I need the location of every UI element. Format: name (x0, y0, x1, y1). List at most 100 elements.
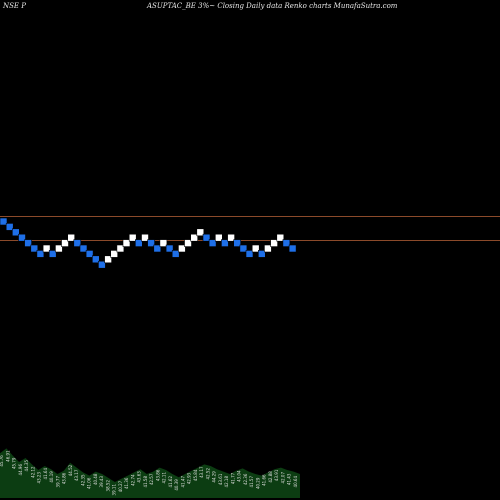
renko-brick-up (104, 255, 112, 264)
volume-value-label: 40.29 (256, 477, 261, 489)
renko-brick-up (159, 239, 168, 247)
renko-brick-down (153, 244, 162, 253)
renko-brick-up (264, 244, 272, 253)
volume-value-label: 41.62 (168, 476, 173, 488)
renko-brick-down (73, 239, 82, 247)
renko-brick-up (215, 233, 223, 242)
volume-value-label: 44.29 (212, 471, 217, 483)
renko-brick-up (196, 228, 205, 237)
volume-value-label: 41.64 (43, 468, 48, 480)
renko-brick-up (67, 233, 75, 242)
volume-value-label: 43.17 (74, 469, 79, 481)
renko-brick-up (184, 239, 192, 247)
renko-brick-down (48, 250, 57, 258)
volume-value-label: 40.64 (293, 476, 298, 488)
volume-value-label: 42.11 (162, 472, 167, 484)
volume-value-label: 40.27 (118, 480, 123, 492)
renko-brick-down (202, 233, 211, 242)
renko-brick-up (276, 233, 285, 242)
volume-value-label: 41.06 (87, 477, 92, 489)
renko-brick-up (251, 244, 260, 253)
renko-brick-down (12, 228, 20, 237)
renko-brick-down (92, 255, 100, 264)
exchange-label: NSE P (3, 2, 26, 10)
volume-value-label: 40.48 (93, 473, 98, 485)
renko-brick-down (245, 250, 254, 258)
volume-value-label: 46.91 (5, 450, 10, 462)
volume-value-label: 43.63 (137, 471, 142, 483)
volume-value-label: 43.86 (155, 469, 160, 481)
renko-brick-down (165, 244, 174, 253)
volume-value-label: 41.57 (249, 476, 254, 488)
volume-value-label: 41.58 (143, 476, 148, 488)
volume-value-label: 41.77 (230, 472, 235, 484)
volume-value-label: 42.57 (149, 473, 154, 485)
renko-brick-up (55, 244, 63, 253)
volume-value-label: 42.12 (30, 466, 35, 478)
renko-brick-down (135, 239, 143, 247)
volume-value-label: 41.47 (180, 476, 185, 488)
volume-value-label: 43.23 (37, 472, 42, 484)
volume-value-label: 44.35 (24, 460, 29, 472)
renko-brick-down (147, 239, 155, 247)
renko-brick-down (233, 239, 241, 247)
renko-brick-up (116, 244, 125, 253)
renko-brick-up (128, 233, 137, 242)
volume-value-label: 43.04 (237, 470, 242, 482)
renko-brick-down (79, 244, 88, 253)
volume-value-label: 42.36 (243, 473, 248, 485)
volume-value-label: 42.88 (268, 471, 273, 483)
renko-brick-up (227, 233, 235, 242)
volume-value-label: 43.61 (218, 473, 223, 485)
volume-value-label: 39.77 (55, 476, 60, 488)
volume-value-label: 40.19 (49, 471, 54, 483)
volume-value-label: 42.07 (281, 472, 286, 484)
renko-brick-up (190, 233, 198, 242)
volume-value-label: 43.17 (199, 466, 204, 478)
renko-brick-down (239, 244, 248, 253)
renko-brick-up (141, 233, 149, 242)
renko-brick-down (257, 250, 266, 258)
volume-value-label: 41.36 (124, 477, 129, 489)
renko-brick-up (122, 239, 131, 247)
renko-brick-down (98, 260, 106, 269)
volume-value-label: 41.66 (262, 474, 267, 486)
renko-brick-down (0, 217, 8, 226)
volume-value-label: 42.52 (205, 468, 210, 480)
volume-value-label: 45.76 (0, 455, 4, 467)
volume-value-label: 42.35 (80, 474, 85, 486)
renko-brick-down (18, 233, 26, 242)
renko-brick-down (288, 244, 297, 253)
volume-value-label: 45.79 (12, 457, 17, 469)
volume-value-label: 41.43 (287, 473, 292, 485)
volume-value-label: 40.39 (174, 479, 179, 491)
renko-brick-down (221, 239, 229, 247)
renko-brick-down (24, 239, 32, 247)
renko-brick-down (171, 250, 180, 258)
renko-brick-up (270, 239, 278, 247)
renko-brick-down (36, 250, 45, 258)
renko-brick-up (178, 244, 186, 253)
renko-brick-down (282, 239, 291, 247)
renko-brick-down (30, 244, 39, 253)
volume-area-fill (0, 448, 300, 498)
reference-lines (0, 216, 500, 241)
renko-brick-down (5, 223, 14, 231)
renko-bricks (0, 217, 297, 269)
volume-value-label: 43.91 (274, 469, 279, 481)
volume-value-label: 42.74 (130, 474, 135, 486)
volume-value-label: 42.93 (187, 472, 192, 484)
volume-value-label: 39.11 (112, 484, 117, 496)
renko-brick-down (208, 239, 217, 247)
renko-brick-up (61, 239, 69, 247)
volume-value-label: 45.84 (193, 469, 198, 481)
renko-brick-up (110, 250, 118, 258)
renko-brick-down (85, 250, 94, 258)
volume-value-label: 38.52 (105, 480, 110, 492)
volume-value-label: 42.18 (224, 476, 229, 488)
volume-value-label: 43.86 (62, 472, 67, 484)
renko-brick-up (42, 244, 51, 253)
